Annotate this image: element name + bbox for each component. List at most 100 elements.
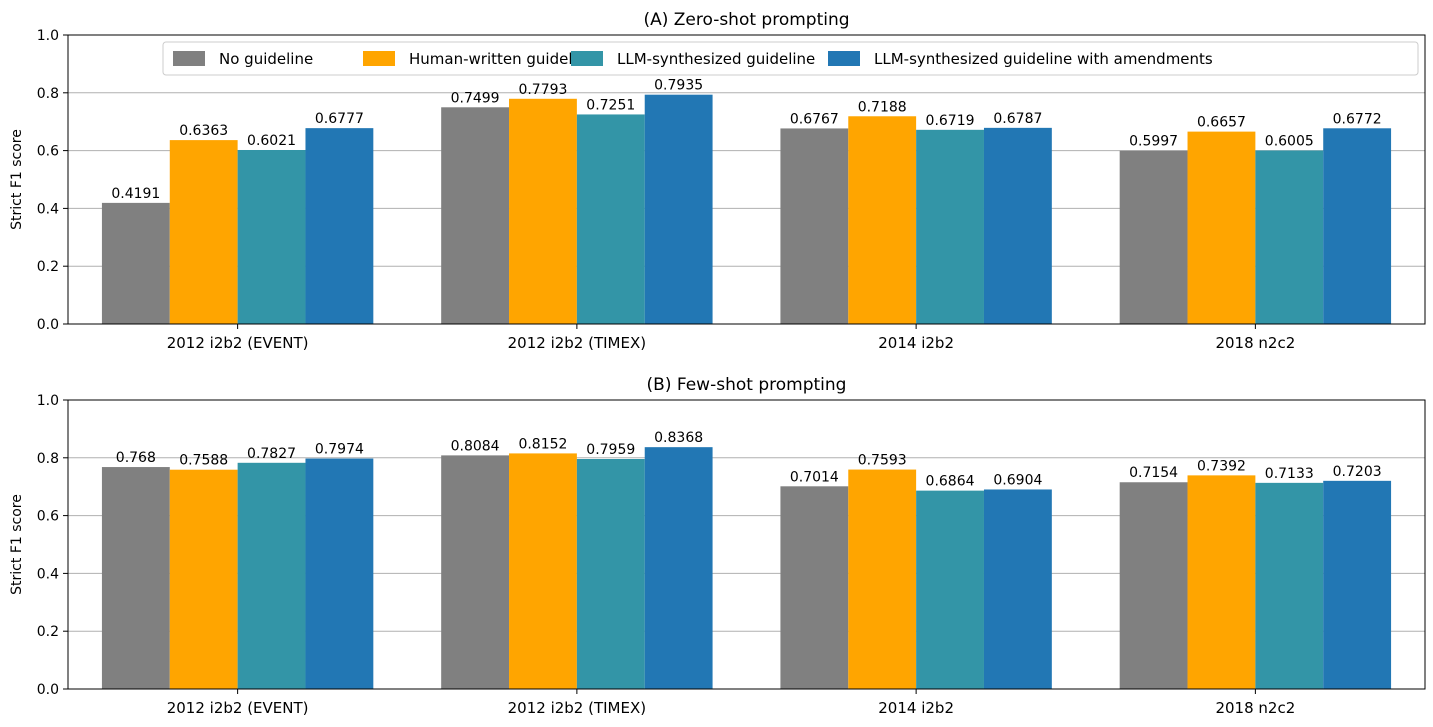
- bar-value-label: 0.6363: [179, 123, 228, 139]
- x-tick-label: 2018 n2c2: [1215, 699, 1295, 717]
- x-tick-label: 2012 i2b2 (EVENT): [167, 334, 309, 352]
- bar: [916, 490, 984, 689]
- bar: [848, 469, 917, 689]
- bar-value-label: 0.7793: [518, 82, 567, 98]
- bar-value-label: 0.7014: [790, 469, 839, 485]
- y-tick-label: 0.4: [37, 566, 59, 582]
- bar: [780, 128, 849, 324]
- legend: No guideline Human-written guideline LLM-s…: [162, 41, 1419, 76]
- bar: [441, 107, 510, 324]
- y-tick-label: 0.2: [37, 624, 59, 640]
- bar-value-label: 0.7392: [1197, 458, 1246, 474]
- bar: [1323, 128, 1392, 324]
- bar: [1119, 150, 1188, 324]
- bar-value-label: 0.7593: [858, 453, 907, 469]
- bar: [1187, 131, 1256, 324]
- bar-value-label: 0.7588: [179, 453, 228, 469]
- bar: [1187, 475, 1256, 689]
- bar: [644, 94, 713, 324]
- bar-value-label: 0.6021: [247, 133, 296, 149]
- chart-title: (A) Zero-shot prompting: [643, 10, 849, 30]
- bar: [441, 455, 510, 689]
- chart-panel-b: (B) Few-shot prompting 0.0 0.2 0.4 0.6 0.8 1.0…: [9, 375, 1426, 717]
- bar-value-label: 0.6767: [790, 111, 839, 127]
- legend-swatch: [828, 51, 860, 66]
- bar: [305, 458, 374, 689]
- bar-value-label: 0.6005: [1265, 133, 1314, 149]
- legend-label: LLM-synthesized guideline with amendment…: [874, 50, 1213, 68]
- bar-value-label: 0.8152: [518, 436, 567, 452]
- legend-swatch: [173, 51, 205, 66]
- legend-label: LLM-synthesized guideline: [617, 50, 815, 68]
- y-tick-label: 0.4: [37, 201, 59, 217]
- bar-value-label: 0.8368: [654, 430, 703, 446]
- x-tick-label: 2014 i2b2: [878, 699, 954, 717]
- bar-value-label: 0.768: [116, 450, 156, 466]
- legend-box: [162, 41, 1419, 76]
- bar: [509, 98, 577, 324]
- bar-value-label: 0.7827: [247, 446, 296, 462]
- y-axis-label: Strict F1 score: [9, 494, 25, 595]
- bar-value-label: 0.6777: [315, 111, 364, 127]
- bar-value-label: 0.6787: [993, 111, 1042, 127]
- bar: [983, 489, 1052, 689]
- bar-value-label: 0.4191: [111, 186, 160, 202]
- x-tick-label: 2012 i2b2 (TIMEX): [508, 699, 646, 717]
- bar-value-label: 0.7203: [1333, 464, 1382, 480]
- bar: [644, 447, 713, 689]
- bar: [1255, 482, 1324, 689]
- bar-value-label: 0.7959: [586, 442, 635, 458]
- chart-panel-a: (A) Zero-shot prompting 0.0 0.2 0.4 0.6 0.8 1.…: [9, 10, 1426, 352]
- y-tick-label: 0.8: [37, 451, 59, 467]
- bar-value-label: 0.6772: [1333, 111, 1382, 127]
- x-tick-label: 2012 i2b2 (EVENT): [167, 699, 309, 717]
- bar: [101, 467, 170, 689]
- y-tick-label: 0.8: [37, 86, 59, 102]
- bar-value-label: 0.7188: [858, 99, 907, 115]
- bar-value-label: 0.6864: [926, 474, 975, 490]
- bar: [237, 462, 306, 689]
- bar: [576, 458, 645, 689]
- x-tick-label: 2018 n2c2: [1215, 334, 1295, 352]
- x-tick-label: 2014 i2b2: [878, 334, 954, 352]
- bar-value-label: 0.6904: [993, 472, 1042, 488]
- bar: [169, 140, 238, 324]
- bar: [509, 453, 577, 689]
- bar: [101, 202, 170, 324]
- bar: [1255, 150, 1324, 324]
- y-tick-label: 0.2: [37, 259, 59, 275]
- x-tick-label: 2012 i2b2 (TIMEX): [508, 334, 646, 352]
- legend-label: No guideline: [219, 50, 313, 68]
- y-tick-label: 0.0: [37, 317, 59, 333]
- bar-value-label: 0.7499: [451, 90, 500, 106]
- bar: [237, 149, 306, 324]
- y-tick-label: 1.0: [37, 28, 59, 44]
- bar: [305, 128, 374, 324]
- bar: [780, 486, 849, 689]
- legend-label: Human-written guideline: [409, 50, 595, 68]
- bar: [169, 469, 238, 689]
- bar-value-label: 0.6719: [926, 113, 975, 129]
- bar: [983, 127, 1052, 324]
- bar-value-label: 0.7974: [315, 442, 364, 458]
- bar-value-label: 0.7133: [1265, 466, 1314, 482]
- bar: [848, 116, 917, 324]
- legend-swatch: [571, 51, 603, 66]
- y-tick-label: 0.6: [37, 144, 59, 160]
- bar-value-label: 0.7935: [654, 78, 703, 94]
- y-axis-label: Strict F1 score: [9, 129, 25, 230]
- bar-value-label: 0.8084: [451, 438, 500, 454]
- plot-frame: [67, 34, 1426, 325]
- bar: [576, 114, 645, 324]
- plot-frame: [67, 399, 1426, 690]
- legend-swatch: [363, 51, 395, 66]
- y-tick-label: 1.0: [37, 393, 59, 409]
- bar-value-label: 0.7251: [586, 97, 635, 113]
- y-tick-label: 0.6: [37, 509, 59, 525]
- bar-value-label: 0.6657: [1197, 115, 1246, 131]
- bar: [1119, 482, 1188, 689]
- chart-title: (B) Few-shot prompting: [647, 375, 847, 395]
- bar: [916, 129, 984, 324]
